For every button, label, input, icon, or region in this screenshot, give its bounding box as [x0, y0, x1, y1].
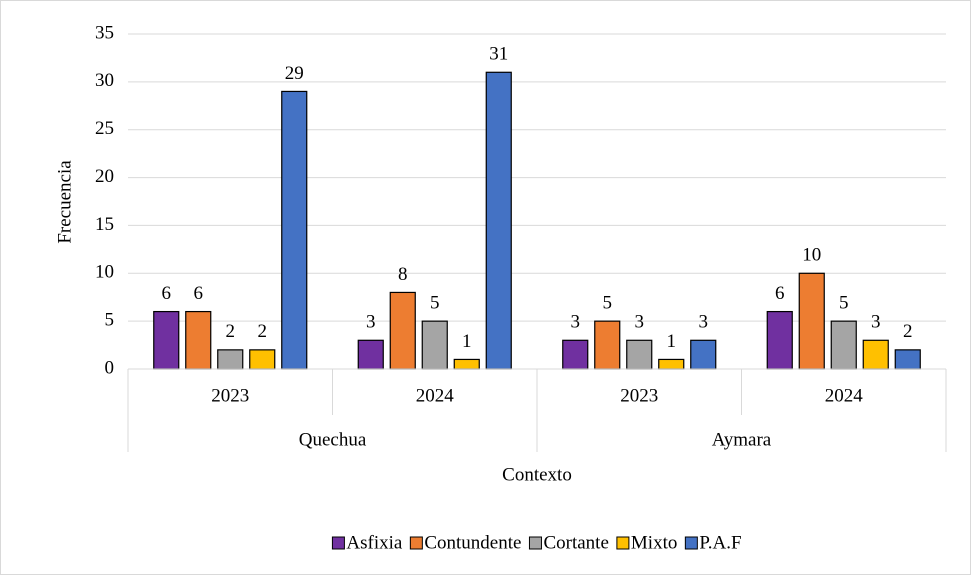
data-label: 5 [603, 293, 613, 314]
bar [594, 320, 621, 370]
bar [766, 310, 793, 370]
x-tick-label: 2024 [825, 385, 864, 406]
x-axis-label: Contexto [502, 464, 572, 485]
data-label: 5 [430, 293, 440, 314]
bar [453, 358, 480, 370]
bar [485, 71, 512, 370]
legend-swatch [409, 536, 423, 550]
data-label: 3 [699, 312, 709, 333]
data-label: 31 [489, 44, 508, 65]
bar [389, 291, 416, 370]
data-label: 3 [871, 312, 881, 333]
data-label: 10 [802, 245, 821, 266]
data-label: 2 [903, 321, 913, 342]
y-tick-label: 20 [95, 166, 114, 187]
legend-label: Contundente [424, 532, 521, 553]
y-tick-label: 10 [95, 262, 114, 283]
data-label: 1 [462, 331, 472, 352]
data-label: 29 [285, 63, 304, 84]
bar [894, 349, 921, 370]
bar [798, 272, 825, 370]
bar [217, 349, 244, 370]
legend-swatch [528, 536, 542, 550]
data-label: 3 [635, 312, 645, 333]
bar [830, 320, 857, 370]
y-tick-label: 15 [95, 214, 114, 235]
legend-label: Cortante [543, 532, 608, 553]
bar [562, 339, 589, 370]
data-label: 6 [162, 283, 172, 304]
bar [153, 310, 180, 370]
bar [690, 339, 717, 370]
data-label: 6 [775, 283, 785, 304]
bar [862, 339, 889, 370]
y-tick-label: 0 [105, 357, 115, 378]
legend-label: P.A.F [699, 532, 741, 553]
legend-label: Mixto [631, 532, 677, 553]
legend-swatch [616, 536, 630, 550]
data-label: 6 [194, 283, 204, 304]
data-label: 2 [258, 321, 268, 342]
bar [281, 90, 308, 370]
y-axis-label: Frecuencia [54, 160, 75, 244]
bar [626, 339, 653, 370]
y-tick-label: 5 [105, 310, 115, 331]
data-label: 8 [398, 264, 408, 285]
bar [658, 358, 685, 370]
legend-swatch [684, 536, 698, 550]
group-label: Quechua [299, 429, 367, 450]
x-tick-label: 2024 [416, 385, 455, 406]
y-tick-label: 35 [95, 22, 114, 43]
bar [185, 310, 212, 370]
data-label: 2 [226, 321, 236, 342]
bar [357, 339, 384, 370]
legend: Asfixia Contundente Cortante Mixto P.A.F [331, 532, 742, 553]
legend-label: Asfixia [346, 532, 403, 553]
legend-swatch [331, 536, 345, 550]
x-tick-label: 2023 [620, 385, 658, 406]
data-label: 3 [366, 312, 376, 333]
group-label: Aymara [712, 429, 772, 450]
x-tick-label: 2023 [211, 385, 249, 406]
data-label: 5 [839, 293, 849, 314]
y-tick-label: 30 [95, 70, 114, 91]
data-label: 1 [667, 331, 677, 352]
y-tick-label: 25 [95, 118, 114, 139]
data-label: 3 [571, 312, 581, 333]
bar [421, 320, 448, 370]
bar [249, 349, 276, 370]
